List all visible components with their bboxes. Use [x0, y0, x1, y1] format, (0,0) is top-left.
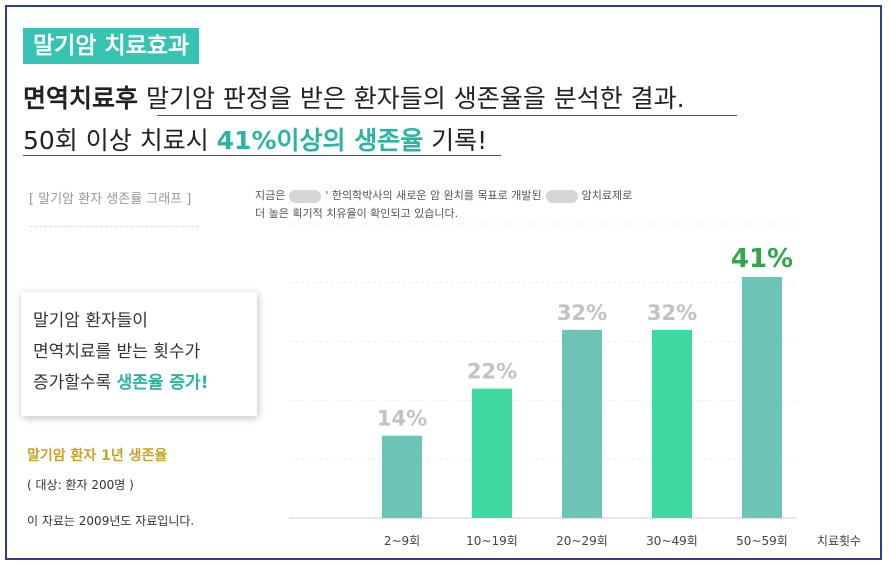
headline-rest: 말기암 판정을 받은 환자들의 생존율을 분석한 결과. — [138, 84, 685, 113]
bar-value-label-3: 32% — [557, 301, 607, 325]
bar-value-label-2: 22% — [467, 360, 517, 384]
survival-bar-chart: 14% 2~9회 22% 10~19회 32% 20~29회 32% 30~49회 41% 50~… — [289, 223, 861, 548]
blurred-product — [545, 189, 578, 203]
headline2-pre: 50회 이상 치료시 — [23, 126, 217, 155]
card-line-3-pre: 증가할수록 — [33, 373, 117, 393]
category-label-3: 20~29회 — [556, 534, 608, 548]
source-label: 이 자료는 2009년도 자료입니다. — [27, 514, 195, 528]
target-label: ( 대상: 환자 200명 ) — [27, 478, 134, 492]
headline-line-1: 면역치료후 말기암 판정을 받은 환자들의 생존율을 분석한 결과. — [23, 79, 685, 115]
note-text-b: ' 한의학박사의 새로운 암 완치를 목표로 개발된 — [325, 189, 542, 202]
headline2-highlight: 41%이상의 생존율 — [216, 126, 424, 155]
bar-5 — [742, 276, 782, 518]
headline2-post: 기록! — [423, 126, 488, 155]
headline-underline-1 — [157, 115, 737, 116]
bar-2 — [472, 388, 512, 518]
bar-1 — [382, 435, 422, 518]
category-label-2: 10~19회 — [466, 534, 518, 548]
section-tag: 말기암 치료효과 — [23, 28, 200, 64]
card-line-1: 말기암 환자들이 — [33, 311, 148, 331]
bar-value-label-5: 41% — [731, 244, 793, 274]
x-axis-title: 치료횟수 — [817, 534, 861, 548]
bar-value-label-4: 32% — [647, 301, 697, 325]
bar-4 — [652, 329, 692, 518]
intro-note: 지금은 ' 한의학박사의 새로운 암 완치를 목표로 개발된 암치료제로 더 높은 … — [255, 187, 632, 223]
bar-value-label-1: 14% — [377, 407, 427, 431]
category-label-1: 2~9회 — [384, 534, 420, 548]
bar-3 — [562, 329, 602, 518]
intro-note-line-2: 더 높은 획기적 치유율이 확인되고 있습니다. — [255, 207, 459, 220]
summary-card: 말기암 환자들이 면역치료를 받는 횟수가 증가할수록 생존율 증가! — [21, 292, 257, 416]
card-line-3-highlight: 생존율 증가! — [116, 373, 209, 393]
card-line-3: 증가할수록 생존율 증가! — [33, 368, 257, 399]
note-text-c: 암치료제로 — [581, 189, 633, 202]
card-line-2: 면역치료를 받는 횟수가 — [33, 342, 201, 362]
category-label-4: 30~49회 — [646, 534, 698, 548]
headline-underline-2 — [23, 155, 501, 156]
note-text-a: 지금은 — [255, 189, 286, 202]
survival-label: 말기암 환자 1년 생존율 — [27, 448, 168, 464]
headline-bold: 면역치료후 — [23, 84, 139, 113]
graph-title: [ 말기암 환자 생존률 그래프 ] — [29, 192, 192, 207]
blurred-name — [289, 189, 322, 203]
intro-note-line-1: 지금은 ' 한의학박사의 새로운 암 완치를 목표로 개발된 암치료제로 — [255, 187, 632, 205]
infographic-frame: 말기암 치료효과 면역치료후 말기암 판정을 받은 환자들의 생존율을 분석한 … — [5, 5, 882, 560]
category-label-5: 50~59회 — [736, 534, 788, 548]
headline-line-2: 50회 이상 치료시 41%이상의 생존율 기록! — [23, 121, 487, 157]
graph-title-divider — [29, 226, 199, 227]
